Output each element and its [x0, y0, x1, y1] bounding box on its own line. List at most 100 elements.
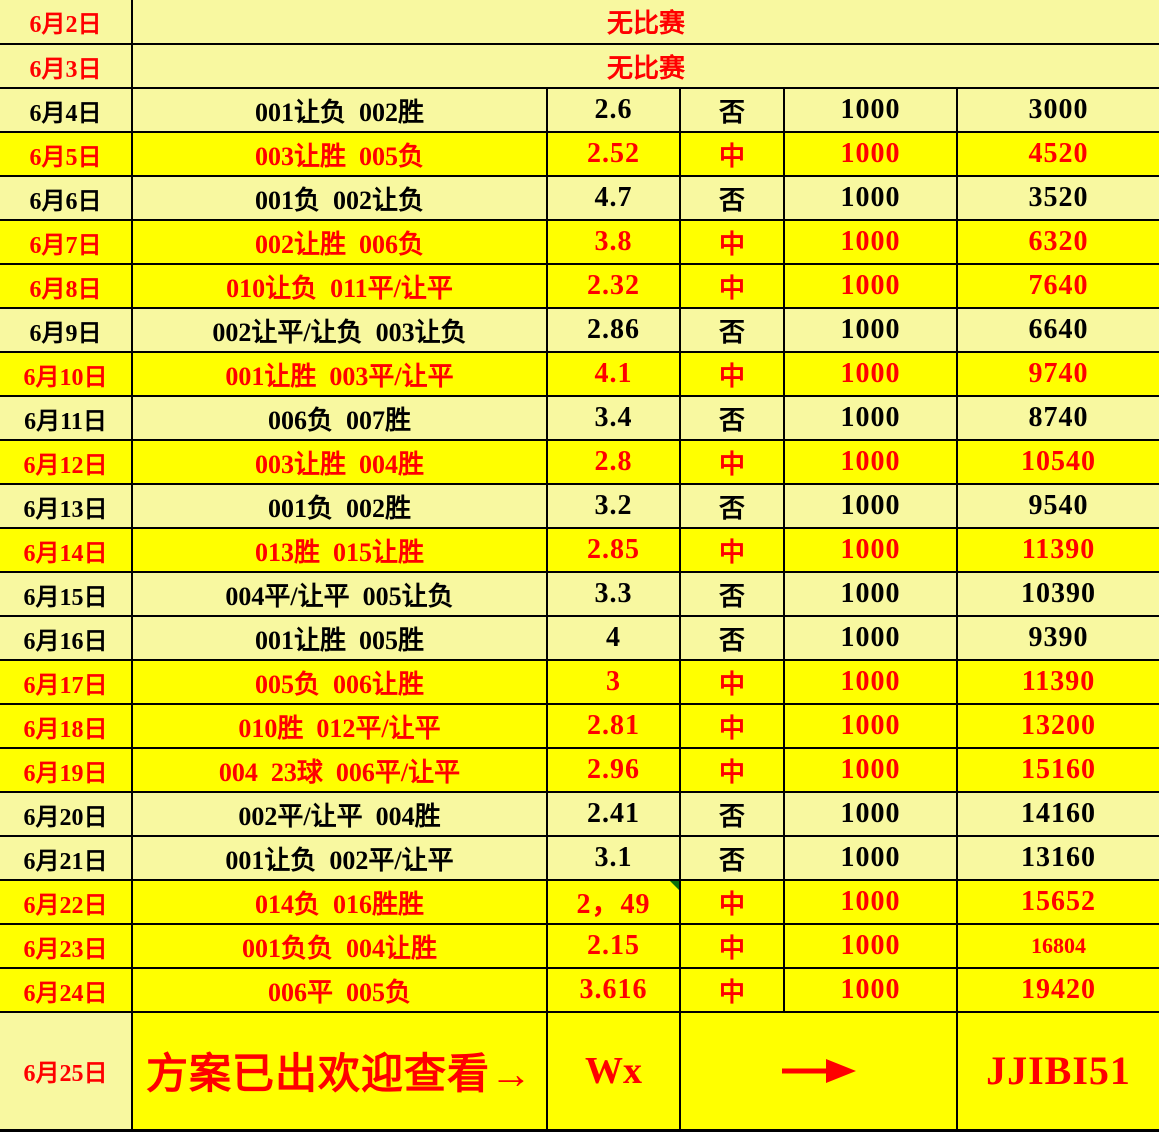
odds-cell: 3.616: [546, 967, 681, 1013]
stake-cell: 1000: [783, 879, 958, 925]
odds-cell: 2.86: [546, 307, 681, 353]
date-cell: 6月4日: [0, 87, 133, 133]
cell-flag-icon: [670, 882, 678, 890]
odds-cell: 2.8: [546, 439, 681, 485]
stake-cell: 1000: [783, 659, 958, 705]
date-cell: 6月23日: [0, 923, 133, 969]
stake-cell: 1000: [783, 703, 958, 749]
result-cell: 中: [679, 967, 785, 1013]
table-row: 6月15日 004平/让平 005让负 3.3 否 1000 10390: [0, 571, 1159, 617]
result-cell: 否: [679, 175, 785, 221]
result-cell: 中: [679, 131, 785, 177]
date-cell: 6月20日: [0, 791, 133, 837]
total-cell: 9540: [955, 483, 1159, 529]
odds-cell: 2.85: [546, 527, 681, 573]
result-cell: 中: [679, 879, 785, 925]
date-cell: 6月6日: [0, 175, 133, 221]
date-cell: 6月2日: [0, 0, 133, 45]
stake-cell: 1000: [783, 263, 958, 309]
odds-cell: 4: [546, 615, 681, 661]
table-row: 6月14日 013胜 015让胜 2.85 中 1000 11390: [0, 527, 1159, 573]
total-cell: 6640: [955, 307, 1159, 353]
promo-text-cell: 方案已出欢迎查看→: [131, 1011, 548, 1132]
date-cell: 6月24日: [0, 967, 133, 1013]
picks-cell: 003让胜 004胜: [131, 439, 548, 485]
table-row: 6月2日 无比赛: [0, 0, 1159, 45]
total-cell: 11390: [955, 659, 1159, 705]
odds-cell: 3.2: [546, 483, 681, 529]
result-cell: 中: [679, 659, 785, 705]
stake-cell: 1000: [783, 175, 958, 221]
table-row: 6月21日 001让负 002平/让平 3.1 否 1000 13160: [0, 835, 1159, 881]
table-row: 6月9日 002让平/让负 003让负 2.86 否 1000 6640: [0, 307, 1159, 353]
total-cell: 9740: [955, 351, 1159, 397]
date-cell: 6月19日: [0, 747, 133, 793]
table-row: 6月17日 005负 006让胜 3 中 1000 11390: [0, 659, 1159, 705]
total-cell: 16804: [955, 923, 1159, 969]
date-cell: 6月8日: [0, 263, 133, 309]
total-cell: 4520: [955, 131, 1159, 177]
total-cell: 6320: [955, 219, 1159, 265]
odds-cell: 2.52: [546, 131, 681, 177]
date-cell: 6月14日: [0, 527, 133, 573]
odds-cell: 2.96: [546, 747, 681, 793]
no-match-cell: 无比赛: [130, 43, 1159, 89]
picks-cell: 002平/让平 004胜: [131, 791, 548, 837]
date-cell: 6月12日: [0, 439, 133, 485]
table-row: 6月18日 010胜 012平/让平 2.81 中 1000 13200: [0, 703, 1159, 749]
table-row: 6月22日 014负 016胜胜 2，49 中 1000 15652: [0, 879, 1159, 925]
table-row: 6月6日 001负 002让负 4.7 否 1000 3520: [0, 175, 1159, 221]
total-cell: 10540: [955, 439, 1159, 485]
odds-cell: 2.6: [546, 87, 681, 133]
picks-cell: 004 23球 006平/让平: [131, 747, 548, 793]
table-row: 6月11日 006负 007胜 3.4 否 1000 8740: [0, 395, 1159, 441]
result-cell: 否: [679, 835, 785, 881]
stake-cell: 1000: [783, 791, 958, 837]
stake-cell: 1000: [783, 571, 958, 617]
date-cell: 6月9日: [0, 307, 133, 353]
odds-cell: 2.81: [546, 703, 681, 749]
picks-cell: 010胜 012平/让平: [131, 703, 548, 749]
stake-cell: 1000: [783, 351, 958, 397]
odds-cell: 4.1: [546, 351, 681, 397]
arrow-cell: [679, 1011, 958, 1132]
stake-cell: 1000: [783, 923, 958, 969]
result-cell: 中: [679, 351, 785, 397]
odds-cell: 3: [546, 659, 681, 705]
date-cell: 6月21日: [0, 835, 133, 881]
table-row: 6月19日 004 23球 006平/让平 2.96 中 1000 15160: [0, 747, 1159, 793]
result-cell: 否: [679, 87, 785, 133]
odds-cell: 2.41: [546, 791, 681, 837]
date-cell: 6月5日: [0, 131, 133, 177]
table-row: 6月20日 002平/让平 004胜 2.41 否 1000 14160: [0, 791, 1159, 837]
result-cell: 否: [679, 483, 785, 529]
stake-cell: 1000: [783, 483, 958, 529]
table-row: 6月4日 001让负 002胜 2.6 否 1000 3000: [0, 87, 1159, 133]
odds-cell: 3.4: [546, 395, 681, 441]
picks-cell: 002让胜 006负: [131, 219, 548, 265]
total-cell: 15160: [955, 747, 1159, 793]
wx-cell: Wx: [546, 1011, 681, 1132]
picks-cell: 006负 007胜: [131, 395, 548, 441]
date-cell: 6月25日: [0, 1011, 133, 1132]
total-cell: 3000: [955, 87, 1159, 133]
picks-cell: 001负 002让负: [131, 175, 548, 221]
picks-cell: 001让负 002平/让平: [131, 835, 548, 881]
result-cell: 否: [679, 791, 785, 837]
no-match-cell: 无比赛: [130, 0, 1159, 45]
picks-cell: 001负 002胜: [131, 483, 548, 529]
stake-cell: 1000: [783, 747, 958, 793]
result-cell: 中: [679, 923, 785, 969]
result-cell: 中: [679, 747, 785, 793]
picks-cell: 013胜 015让胜: [131, 527, 548, 573]
table-row: 6月24日 006平 005负 3.616 中 1000 19420: [0, 967, 1159, 1013]
table-row: 6月5日 003让胜 005负 2.52 中 1000 4520: [0, 131, 1159, 177]
picks-cell: 001让负 002胜: [131, 87, 548, 133]
promo-code-cell: JJIBI51: [955, 1011, 1159, 1132]
date-cell: 6月17日: [0, 659, 133, 705]
odds-cell: 4.7: [546, 175, 681, 221]
odds-cell: 2.15: [546, 923, 681, 969]
picks-cell: 005负 006让胜: [131, 659, 548, 705]
table-row: 6月25日 方案已出欢迎查看→ Wx JJIBI51: [0, 1011, 1159, 1132]
stake-cell: 1000: [783, 835, 958, 881]
